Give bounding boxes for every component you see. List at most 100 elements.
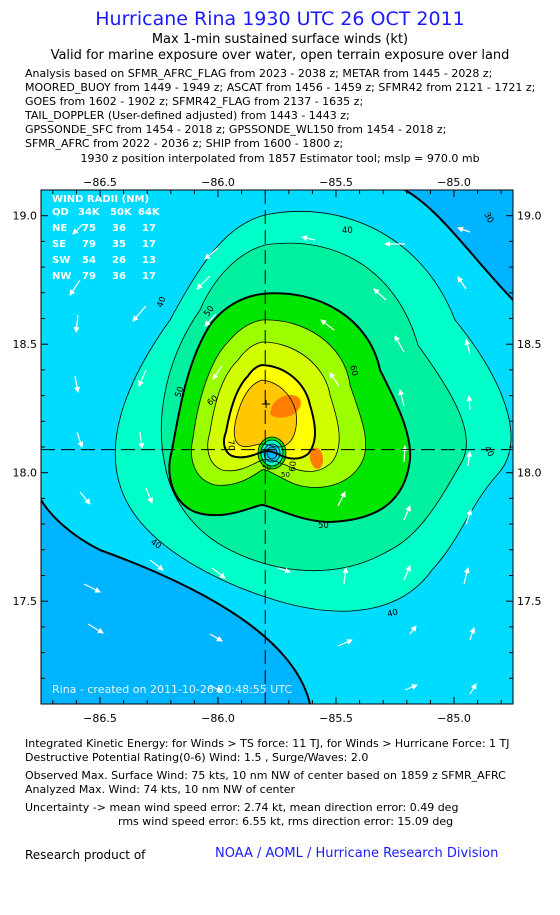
- contour-40: [160, 242, 467, 572]
- lat-label-right: 19.0: [517, 210, 542, 223]
- wind-arrow: [73, 314, 80, 333]
- wind-arrow: [79, 491, 91, 505]
- wind-arrow: [469, 683, 477, 695]
- wind-radii-quadrant: NE: [52, 223, 67, 234]
- wind-radii-50k: 36: [112, 271, 126, 282]
- damage-potential-line: Destructive Potential Rating(0-6) Wind: …: [25, 751, 369, 764]
- wind-arrow: [209, 685, 223, 692]
- eye-contour-3: [263, 443, 281, 463]
- lon-label-bottom: −86.5: [83, 712, 117, 725]
- wind-arrow: [337, 491, 346, 507]
- wind-arrow: [211, 567, 226, 579]
- analysis-line-5: GPSSONDE_SFC from 1454 - 2018 z; GPSSOND…: [25, 123, 447, 136]
- lat-label-left: 18.0: [13, 467, 38, 480]
- contour-label: 50: [262, 464, 271, 472]
- lat-label-left: 17.5: [13, 595, 38, 608]
- wind-arrow: [337, 639, 353, 647]
- position-note: 1930 z position interpolated from 1857 E…: [80, 152, 480, 165]
- chart-title: Hurricane Rina 1930 UTC 26 OCT 2011: [95, 8, 465, 30]
- wind-arrow: [464, 339, 471, 355]
- eye-contour-4: [266, 446, 278, 460]
- analysis-line-1: Analysis based on SFMR_AFRC_FLAG from 20…: [25, 67, 493, 80]
- wind-radii-50k: 35: [112, 239, 126, 250]
- analyzed-max-line: Analyzed Max. Wind: 74 kts, 10 nm NW of …: [25, 783, 296, 796]
- lon-label-bottom: −85.0: [437, 712, 471, 725]
- axis-ticks: [41, 190, 513, 704]
- wind-arrow: [149, 559, 164, 571]
- chart-subtitle: Max 1-min sustained surface winds (kt): [151, 32, 409, 47]
- contour-label: 30: [481, 211, 495, 225]
- research-note: Research product of: [25, 848, 146, 862]
- wind-field: 30 40 40 40 40 40 50 50 60 50 70 60 60 5…: [41, 190, 513, 704]
- analysis-line-3: GOES from 1602 - 1902 z; SFMR42_FLAG fro…: [25, 95, 364, 108]
- analysis-line-6: SFMR_AFRC from 2022 - 2036 z; SHIP from …: [25, 137, 344, 150]
- wind-arrow: [409, 625, 417, 635]
- contour-55: [191, 319, 367, 488]
- wind-arrow: [463, 567, 470, 585]
- validity-note: Valid for marine exposure over water, op…: [50, 48, 510, 63]
- wind-arrow: [466, 395, 473, 411]
- wind-map: 30 40 40 40 40 40 50 50 60 50 70 60 60 5…: [13, 176, 542, 725]
- contour-label: 40: [481, 445, 495, 459]
- organization-name: NOAA / AOML / Hurricane Research Divisio…: [215, 846, 499, 861]
- field-80kt-north: [270, 394, 301, 418]
- contour-label: 50: [173, 385, 186, 399]
- wind-radii-34k: 79: [82, 239, 96, 250]
- wind-arrow: [76, 431, 84, 448]
- wind-radii-quadrant: NW: [52, 271, 71, 282]
- wind-radii-34k: 79: [82, 271, 96, 282]
- contour-label: 50: [281, 471, 290, 479]
- contour-60: [207, 341, 340, 472]
- wind-radii-table: WIND RADII (NM) QD 34K 50K 64K NE 75 36 …: [52, 194, 161, 282]
- wind-radii-quadrant: SE: [52, 239, 66, 250]
- wind-arrow: [74, 375, 81, 393]
- contour-30-sw: [41, 499, 311, 704]
- wind-arrow: [457, 276, 467, 290]
- lon-label-top: −85.5: [319, 176, 353, 189]
- contour-label: 60: [347, 364, 359, 377]
- wind-arrow: [329, 372, 340, 387]
- contour-label: 40: [155, 295, 168, 309]
- uncertainty-rms-line: rms wind speed error: 6.55 kt, rms direc…: [118, 815, 454, 828]
- wind-arrow: [301, 235, 316, 242]
- analysis-line-2: MOORED_BUOY from 1449 - 1949 z; ASCAT fr…: [25, 81, 536, 94]
- wind-radii-64k: 13: [142, 255, 156, 266]
- lon-label-top: −86.5: [83, 176, 117, 189]
- eye-contour-2: [260, 439, 284, 467]
- wind-arrow: [403, 505, 411, 521]
- lon-label-top: −86.0: [201, 176, 235, 189]
- wind-vectors: [69, 223, 477, 695]
- wind-arrow: [457, 226, 471, 233]
- lat-label-right: 18.5: [517, 338, 542, 351]
- wind-arrow: [138, 431, 145, 449]
- observed-max-line: Observed Max. Surface Wind: 75 kts, 10 n…: [25, 769, 506, 782]
- contour-64: [223, 363, 316, 460]
- wind-arrow: [404, 684, 418, 691]
- wind-arrow: [145, 487, 153, 504]
- lon-label-bottom: −86.0: [201, 712, 235, 725]
- axis-labels: −86.5 −86.0 −85.5 −85.0 −86.5 −86.0 −85.…: [13, 176, 542, 725]
- eye-contour-1: [257, 436, 287, 470]
- wind-arrow: [277, 567, 291, 574]
- wind-arrow: [403, 565, 411, 581]
- wind-arrow: [373, 288, 387, 301]
- wind-radii-64k: 17: [142, 223, 156, 234]
- lat-label-right: 17.5: [517, 595, 542, 608]
- wind-radii-title: WIND RADII (NM): [52, 194, 149, 205]
- contour-lines: [41, 190, 513, 704]
- lat-label-left: 19.0: [13, 210, 38, 223]
- field-80kt-east: [309, 447, 323, 469]
- creation-credit: Rina - created on 2011-10-26 20:48:55 UT…: [52, 683, 292, 696]
- wind-radii-64k: 17: [142, 271, 156, 282]
- wind-arrow: [72, 223, 84, 235]
- wind-arrow: [204, 247, 219, 260]
- lon-label-top: −85.0: [437, 176, 471, 189]
- lat-label-left: 18.5: [13, 338, 38, 351]
- wind-arrow: [469, 627, 476, 641]
- wind-arrow: [465, 509, 473, 525]
- wind-arrow: [466, 451, 473, 467]
- ike-line: Integrated Kinetic Energy: for Winds > T…: [25, 737, 510, 750]
- contour-label: 50: [318, 521, 329, 531]
- analysis-line-4: TAIL_DOPPLER (User-defined adjusted) fro…: [25, 109, 350, 122]
- wind-radii-64k: 17: [142, 239, 156, 250]
